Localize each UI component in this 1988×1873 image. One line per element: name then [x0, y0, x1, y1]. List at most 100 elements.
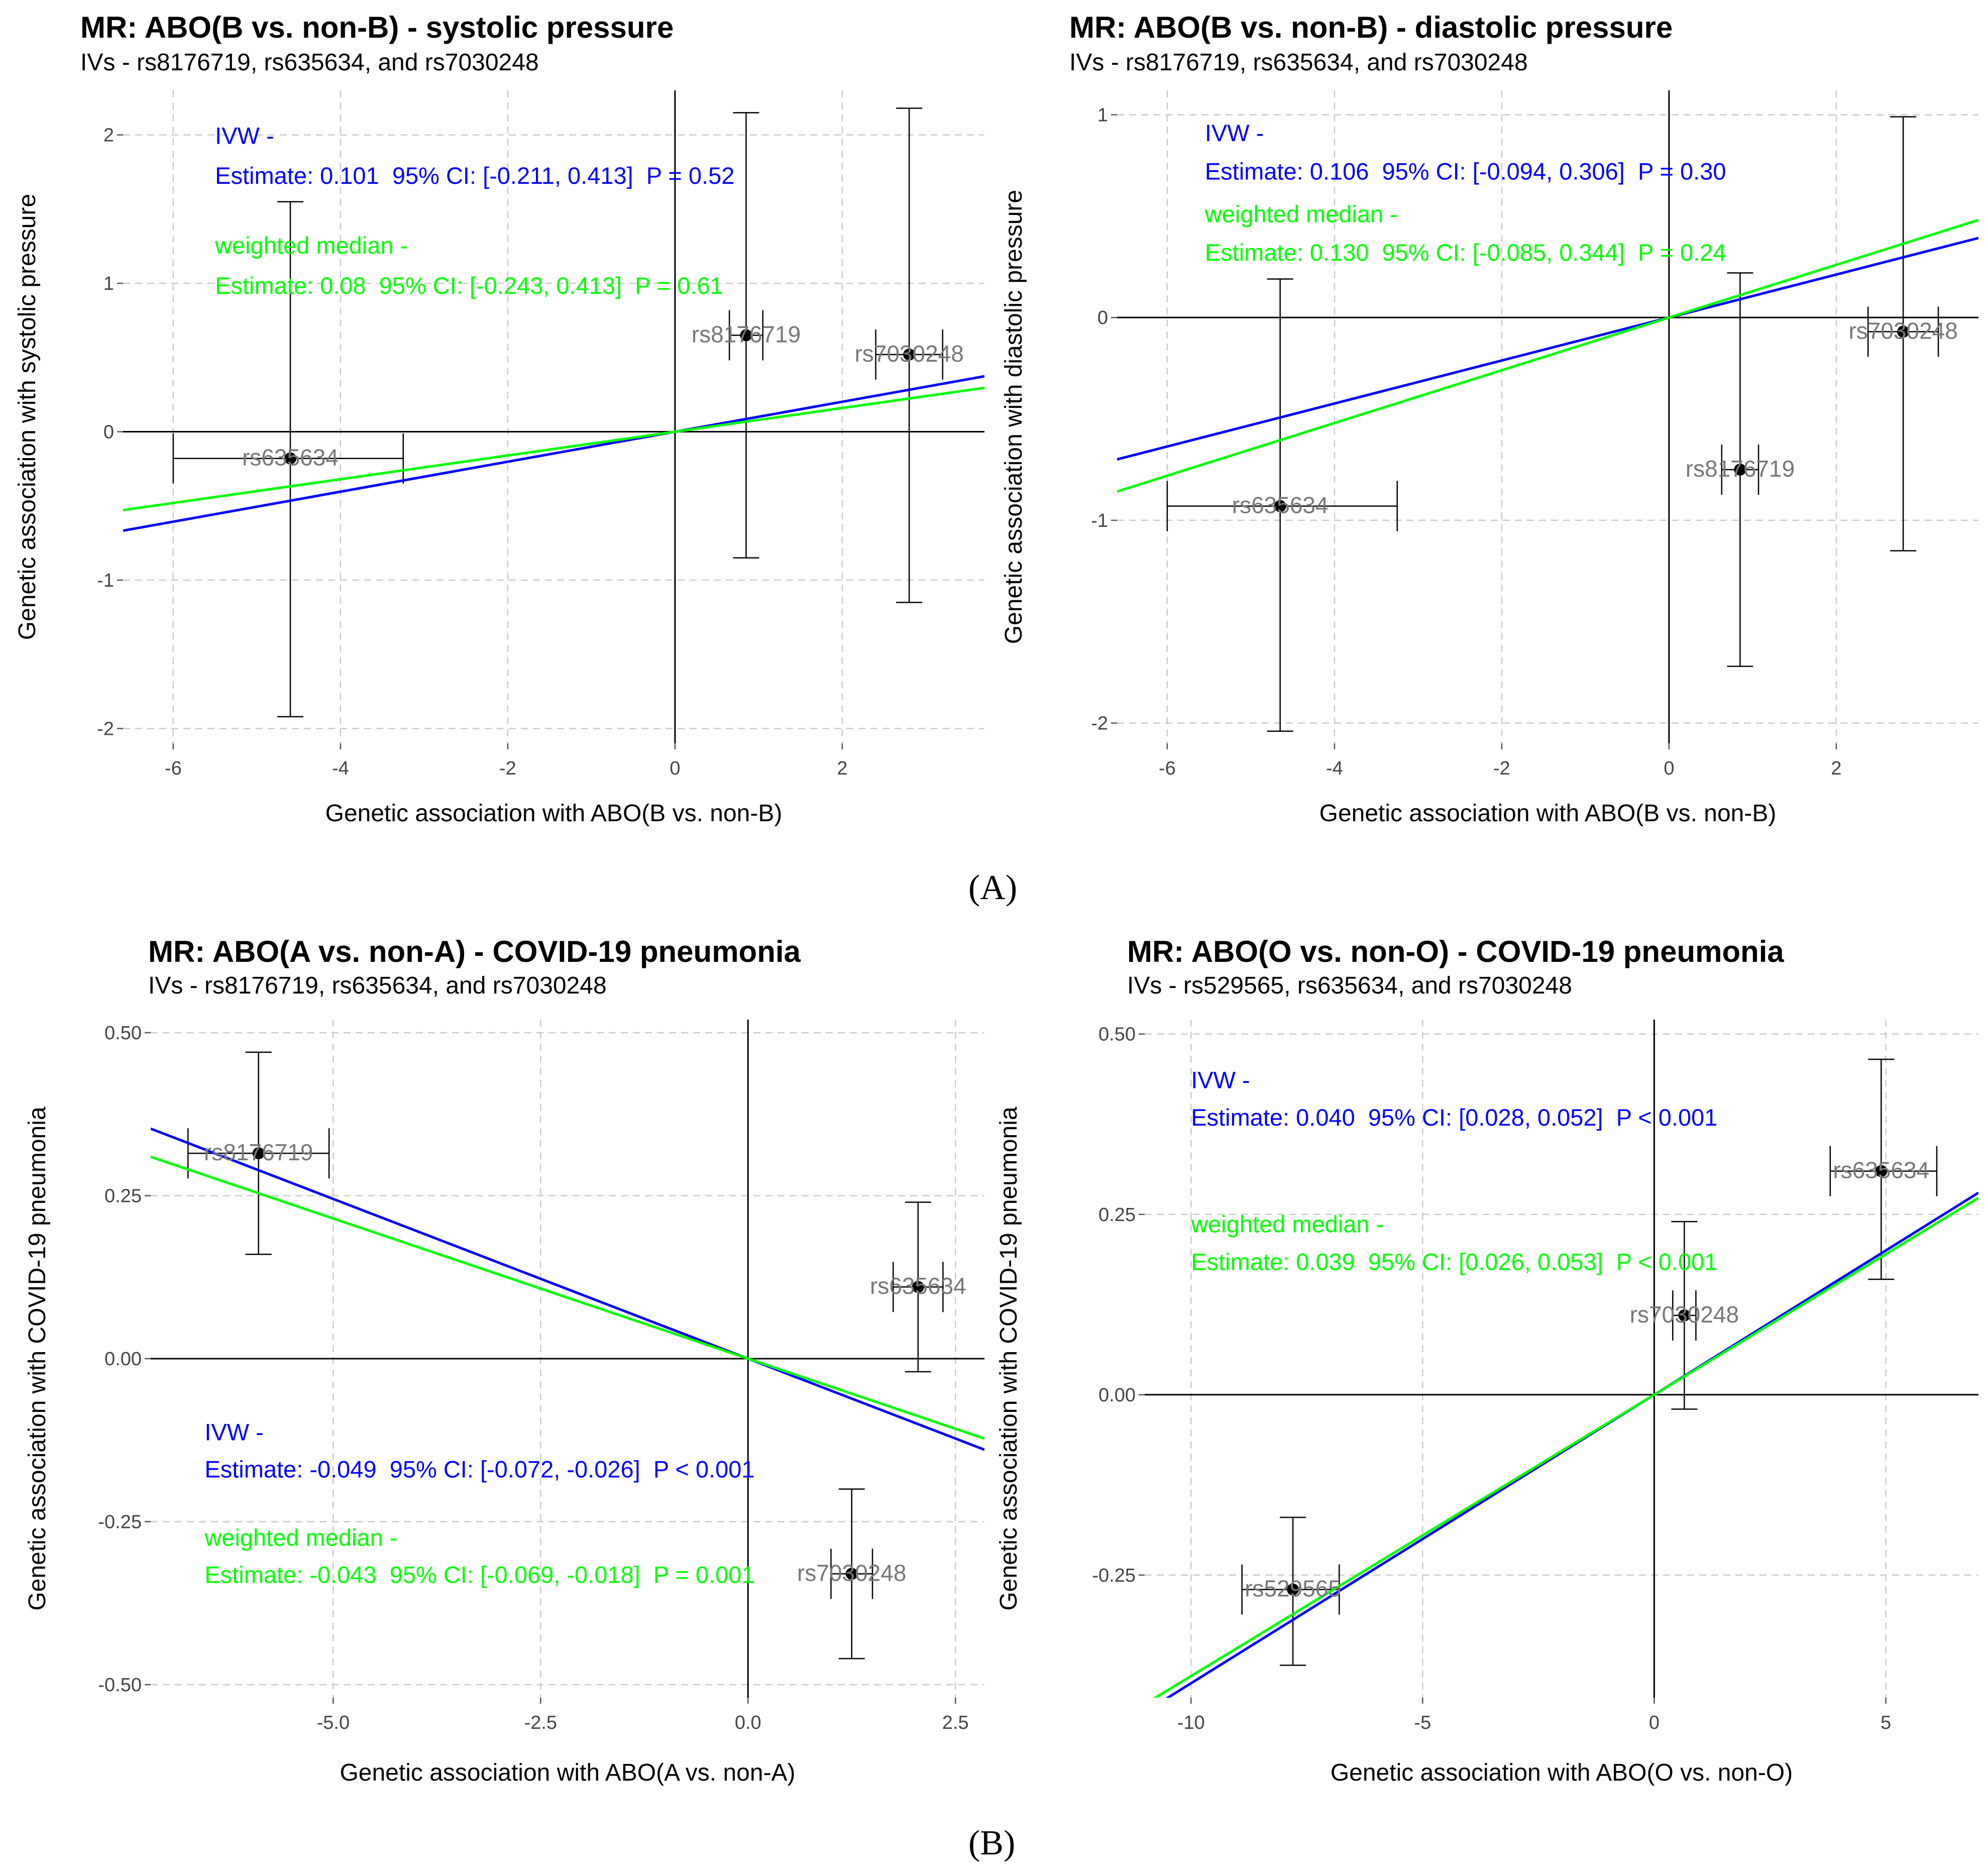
chart-subtitle: IVs - rs8176719, rs635634, and rs7030248 [1069, 49, 1528, 76]
annotation: weighted median - [1190, 1211, 1384, 1238]
data-point-rs7030248 [1678, 1309, 1691, 1321]
panel-label-b: (B) [968, 1824, 1016, 1862]
x-tick-label: -4 [332, 758, 349, 779]
chart-o-vs-non-o-pneumonia: -10 -5 0 5 -0.25 0.00 0.25 0.50 rs635634 rs703024… [996, 935, 1978, 1786]
plot-area: rs7030248 rs8176719 rs635634 [1117, 90, 1978, 743]
annotation: Estimate: 0.040 95% CI: [0.028, 0.052] P… [1191, 1104, 1717, 1131]
ticks: -10 -5 0 5 -0.25 0.00 0.25 0.50 [1092, 1024, 1891, 1733]
data-point-rs7030248 [1897, 325, 1910, 338]
data-point-rs7030248 [903, 348, 916, 361]
point-label-rs7030248: rs7030248 [854, 341, 963, 367]
regression-line-ivw [123, 375, 984, 532]
data-point-rs635634 [284, 452, 297, 465]
y-tick-label: -1 [97, 570, 114, 591]
data-point-rs529565 [1287, 1583, 1299, 1596]
annotation: Estimate: 0.106 95% CI: [-0.094, 0.306] … [1205, 158, 1726, 185]
ticks: -5.0 -2.5 0.0 2.5 -0.50 -0.25 0.00 0.25 0.50 [98, 1023, 968, 1733]
x-tick-label: 2 [837, 758, 847, 779]
chart-subtitle: IVs - rs8176719, rs635634, and rs7030248 [80, 49, 539, 76]
y-tick-label: 0 [103, 422, 114, 443]
annotation: weighted median - [204, 1524, 397, 1551]
x-axis-label: Genetic association with ABO(A vs. non-A… [340, 1759, 795, 1786]
x-tick-label: 0.0 [735, 1712, 761, 1733]
x-tick-label: -2 [499, 758, 516, 779]
y-tick-label: -2 [97, 718, 114, 739]
x-tick-label: 0 [1649, 1712, 1660, 1733]
y-tick-label: 1 [103, 273, 114, 294]
y-tick-label: -0.50 [98, 1675, 142, 1696]
grid [1117, 90, 1978, 743]
y-tick-label: 0.00 [1098, 1385, 1136, 1406]
x-tick-label: 0 [1664, 758, 1674, 779]
y-tick-label: 0.00 [104, 1349, 142, 1370]
y-tick-label: -0.25 [1092, 1565, 1136, 1586]
annotation: Estimate: 0.08 95% CI: [-0.243, 0.413] P… [215, 272, 723, 299]
annotation: Estimate: -0.043 95% CI: [-0.069, -0.018… [204, 1562, 754, 1588]
x-tick-label: -2 [1493, 758, 1510, 779]
x-tick-label: -10 [1177, 1712, 1205, 1733]
x-tick-label: -5 [1414, 1712, 1431, 1733]
point-label-rs8176719: rs8176719 [204, 1139, 313, 1165]
chart-diastolic-pressure: -6 -4 -2 0 2 -2 -1 0 1 rs7030248 rs8176719 rs635634… [1001, 11, 1978, 827]
data-point-rs8176719 [252, 1147, 265, 1160]
chart-title: MR: ABO(B vs. non-B) - systolic pressure [80, 11, 674, 44]
annotation: IVW - [1205, 120, 1264, 146]
annotation: Estimate: -0.049 95% CI: [-0.072, -0.026… [204, 1456, 754, 1482]
data-point-rs635634 [912, 1281, 924, 1293]
x-tick-label: -6 [165, 758, 182, 779]
x-tick-label: 2.5 [942, 1712, 969, 1733]
y-tick-label: -0.25 [98, 1512, 142, 1533]
regression-line-weighted-median [151, 1155, 984, 1440]
chart-title: MR: ABO(O vs. non-O) - COVID-19 pneumoni… [1127, 935, 1784, 968]
y-tick-label: -2 [1091, 713, 1108, 734]
y-tick-label: 0.50 [1098, 1024, 1136, 1045]
chart-title: MR: ABO(B vs. non-B) - diastolic pressur… [1069, 11, 1673, 44]
annotation: Estimate: 0.130 95% CI: [-0.085, 0.344] … [1205, 239, 1726, 266]
chart-subtitle: IVs - rs8176719, rs635634, and rs7030248 [148, 972, 607, 999]
plot-area: rs635634 rs7030248 rs529565 [1145, 1020, 1978, 1698]
annotation: IVW - [204, 1418, 263, 1445]
x-tick-label: -4 [1326, 758, 1343, 779]
regression-line-ivw [151, 1127, 984, 1451]
panel-label-a: (A) [968, 868, 1018, 907]
annotation: IVW - [215, 122, 274, 149]
x-tick-label: 0 [670, 758, 680, 779]
y-tick-label: 1 [1097, 104, 1108, 126]
data-point-rs8176719 [740, 329, 752, 342]
regression-line-weighted-median [1117, 218, 1978, 493]
data-point-rs635634 [1875, 1165, 1888, 1177]
data-point-rs7030248 [845, 1568, 858, 1580]
ticks: -6 -4 -2 0 2 -2 -1 0 1 2 [97, 125, 847, 779]
ticks: -6 -4 -2 0 2 -2 -1 0 1 [1091, 104, 1841, 779]
x-tick-label: 2 [1831, 758, 1841, 779]
x-axis-label: Genetic association with ABO(B vs. non-B… [1319, 800, 1777, 827]
point-label-rs635634: rs635634 [242, 445, 339, 471]
annotation: weighted median - [214, 232, 408, 259]
annotation: IVW - [1191, 1066, 1250, 1093]
chart-title: MR: ABO(A vs. non-A) - COVID-19 pneumoni… [148, 935, 801, 968]
data-point-rs8176719 [1734, 463, 1746, 476]
y-axis-label: Genetic association with COVID-19 pneumo… [24, 1107, 51, 1610]
point-label-rs635634: rs635634 [1833, 1157, 1929, 1183]
chart-systolic-pressure: -6 -4 -2 0 2 -2 -1 0 1 2 rs8176719 rs7030248 rs63563… [14, 11, 984, 827]
regression-line-weighted-median [1153, 1196, 1978, 1698]
plot-area: rs8176719 rs635634 rs7030248 [151, 1020, 984, 1698]
chart-subtitle: IVs - rs529565, rs635634, and rs7030248 [1127, 972, 1572, 999]
x-tick-label: -5.0 [317, 1712, 350, 1733]
x-axis-label: Genetic association with ABO(O vs. non-O… [1331, 1759, 1793, 1786]
point-label-rs635634: rs635634 [870, 1273, 966, 1299]
chart-a-vs-non-a-pneumonia: -5.0 -2.5 0.0 2.5 -0.50 -0.25 0.00 0.25 0.50 rs81… [24, 935, 984, 1786]
regression-line-weighted-median [123, 386, 984, 512]
y-axis-label: Genetic association with systolic pressu… [14, 194, 41, 640]
annotation: weighted median - [1204, 200, 1398, 227]
y-axis-label: Genetic association with COVID-19 pneumo… [996, 1107, 1022, 1610]
point-label-rs635634: rs635634 [1232, 492, 1329, 518]
y-axis-label: Genetic association with diastolic press… [1001, 190, 1027, 644]
data-point-rs635634 [1274, 500, 1286, 512]
point-label-rs8176719: rs8176719 [692, 321, 801, 348]
y-tick-label: 0 [1097, 307, 1108, 328]
point-label-rs529565: rs529565 [1245, 1576, 1341, 1602]
plot-area: rs8176719 rs7030248 rs635634 [123, 90, 984, 743]
annotation: Estimate: 0.101 95% CI: [-0.211, 0.413] … [215, 162, 734, 189]
